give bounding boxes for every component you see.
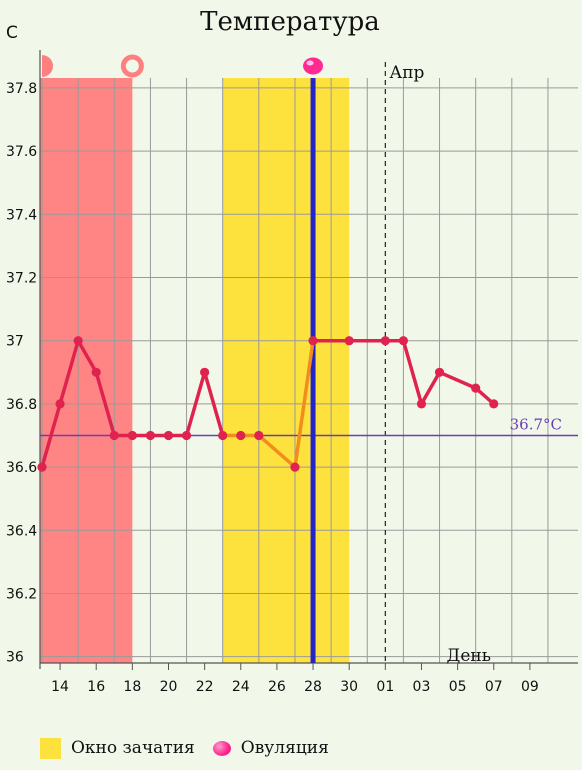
- temperature-point: [308, 336, 318, 346]
- ovulation-legend-icon: [212, 740, 231, 756]
- x-tick-label: 07: [485, 679, 503, 695]
- y-tick-label: 37.6: [6, 144, 37, 160]
- ovulation-dot-highlight-icon: [306, 60, 314, 66]
- y-tick-label: 36: [6, 650, 24, 666]
- temperature-chart: Температура C День 36 36.2 36.4 36.6 36.8 37 3…: [6, 7, 578, 695]
- x-tick-label: 18: [123, 679, 141, 695]
- y-tick-label: 37.4: [6, 207, 37, 223]
- y-tick-label: 36.6: [6, 460, 37, 476]
- x-tick-label: 22: [196, 679, 214, 695]
- fertile-window-swatch: [40, 737, 61, 759]
- temperature-point: [290, 462, 300, 472]
- temperature-point: [344, 336, 354, 346]
- x-tick-label: 09: [521, 679, 539, 695]
- temperature-line: [311, 338, 496, 406]
- temperature-point: [416, 399, 427, 409]
- y-tick-label: 36.8: [6, 397, 37, 413]
- ovulation-legend-label: Овуляция: [240, 738, 329, 758]
- temperature-point: [200, 367, 210, 377]
- ovulation-dot-icon: [303, 57, 324, 75]
- x-tick-label: 14: [51, 679, 69, 695]
- chart-legend: Окно зачатия Овуляция: [40, 737, 329, 759]
- coverline-label: 36.7°C: [510, 415, 562, 433]
- y-tick-label: 36.4: [6, 523, 37, 539]
- chart-grid: [39, 50, 578, 670]
- temperature-point: [380, 336, 390, 346]
- fertile-window-legend-label: Окно зачатия: [71, 738, 195, 758]
- temperature-point: [163, 430, 174, 441]
- fertile-window-band: [222, 78, 350, 663]
- y-tick-label: 36.2: [6, 586, 37, 602]
- chart-bands: [40, 78, 350, 663]
- chart-markers: [37, 336, 499, 472]
- temperature-point: [73, 336, 83, 346]
- chart-title: Температура: [200, 7, 380, 37]
- temperature-point: [434, 367, 445, 377]
- x-tick-label: 03: [413, 679, 431, 695]
- temperature-point: [145, 430, 156, 441]
- period-band: [40, 78, 133, 663]
- x-axis-label: День: [447, 646, 491, 666]
- x-tick-label: 16: [87, 679, 105, 695]
- x-tick-label: 05: [449, 679, 467, 695]
- x-tick-label: 24: [232, 679, 250, 695]
- month-label: Апр: [389, 63, 424, 83]
- y-tick-label: 37: [6, 334, 24, 350]
- y-tick-label: 37.8: [6, 81, 37, 97]
- x-tick-label: 20: [160, 679, 178, 695]
- temperature-point: [471, 383, 481, 393]
- temperature-point: [109, 430, 119, 441]
- chart-top-icons: [42, 54, 324, 78]
- x-tick-label: 26: [268, 679, 286, 695]
- temperature-point: [254, 430, 264, 441]
- y-axis-unit: C: [6, 23, 18, 43]
- temperature-point: [218, 430, 228, 441]
- period-end-ring-icon: [120, 54, 144, 78]
- x-tick-label: 30: [340, 679, 358, 695]
- chart-labels: Температура C День 36 36.2 36.4 36.6 36.8 37 3…: [6, 7, 562, 695]
- temperature-point: [236, 430, 246, 441]
- temperature-point: [127, 430, 137, 441]
- temperature-point: [181, 430, 192, 441]
- period-start-half-circle-icon: [42, 55, 53, 77]
- temperature-point: [55, 399, 65, 409]
- temperature-point: [91, 367, 101, 377]
- x-tick-label: 28: [304, 679, 322, 695]
- temperature-point: [398, 336, 408, 346]
- temperature-point: [489, 399, 499, 409]
- x-tick-label: 01: [376, 679, 394, 695]
- temperature-point: [37, 462, 47, 472]
- y-tick-label: 37.2: [6, 271, 37, 287]
